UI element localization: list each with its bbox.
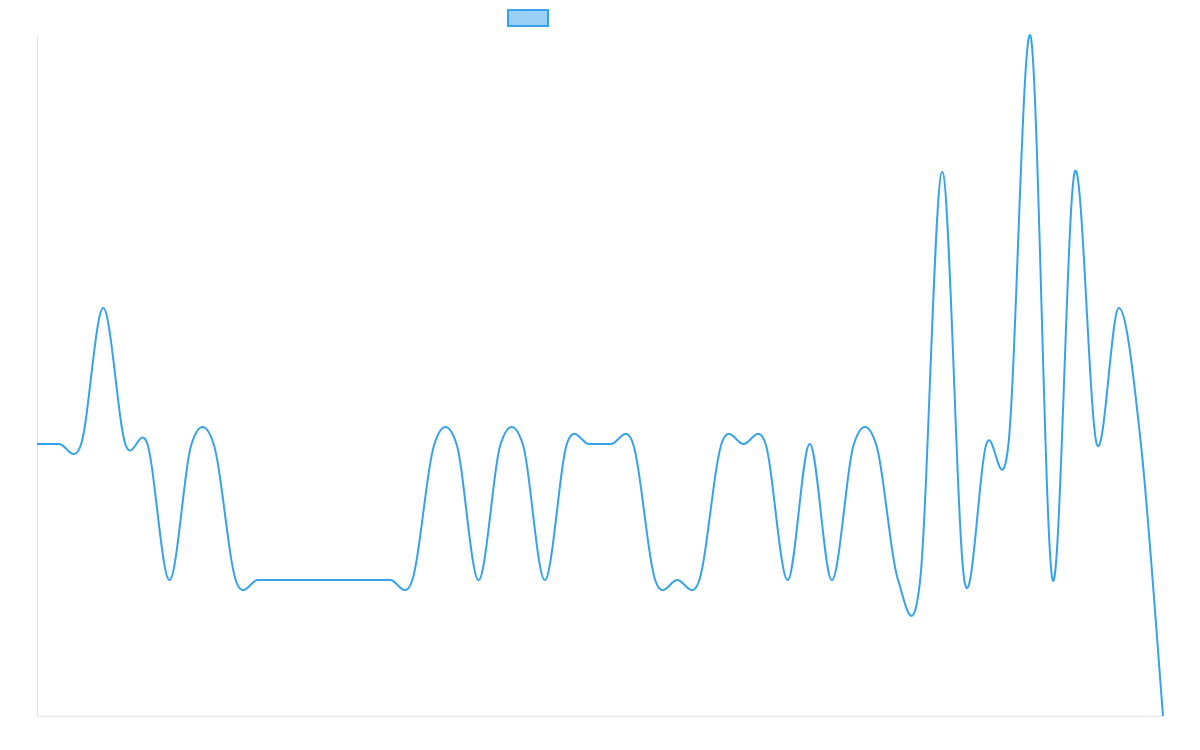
data-point-2[interactable]: [78, 441, 84, 447]
data-point-38[interactable]: [873, 441, 879, 447]
plot-area: [34, 33, 1166, 719]
data-point-24[interactable]: [564, 441, 570, 447]
data-point-44[interactable]: [1005, 441, 1011, 447]
series-line-0: [37, 34, 1164, 717]
data-point-6[interactable]: [166, 577, 172, 583]
data-point-50[interactable]: [1138, 441, 1144, 447]
data-point-37[interactable]: [851, 441, 857, 447]
data-point-11[interactable]: [277, 577, 283, 583]
data-point-23[interactable]: [542, 577, 548, 583]
data-point-14[interactable]: [343, 577, 349, 583]
legend: [507, 9, 549, 27]
data-point-4[interactable]: [122, 441, 128, 447]
data-point-39[interactable]: [895, 577, 901, 583]
data-point-18[interactable]: [431, 441, 437, 447]
data-point-35[interactable]: [807, 441, 813, 447]
data-point-49[interactable]: [1116, 305, 1122, 311]
data-point-30[interactable]: [696, 577, 702, 583]
data-point-25[interactable]: [586, 441, 592, 447]
data-point-17[interactable]: [409, 577, 415, 583]
data-point-34[interactable]: [785, 577, 791, 583]
data-point-8[interactable]: [211, 441, 217, 447]
data-point-22[interactable]: [520, 441, 526, 447]
data-point-0[interactable]: [34, 441, 40, 447]
data-point-28[interactable]: [652, 577, 658, 583]
data-point-36[interactable]: [829, 577, 835, 583]
data-point-15[interactable]: [365, 577, 371, 583]
data-point-41[interactable]: [939, 169, 945, 175]
data-point-7[interactable]: [189, 441, 195, 447]
data-point-32[interactable]: [741, 441, 747, 447]
data-point-10[interactable]: [255, 577, 261, 583]
data-point-31[interactable]: [718, 441, 724, 447]
data-point-43[interactable]: [983, 441, 989, 447]
data-point-12[interactable]: [299, 577, 305, 583]
legend-swatch[interactable]: [507, 9, 549, 27]
data-point-33[interactable]: [763, 441, 769, 447]
data-point-16[interactable]: [387, 577, 393, 583]
data-point-48[interactable]: [1094, 441, 1100, 447]
data-point-20[interactable]: [476, 577, 482, 583]
data-point-46[interactable]: [1050, 577, 1056, 583]
data-point-26[interactable]: [608, 441, 614, 447]
data-point-21[interactable]: [498, 441, 504, 447]
data-point-42[interactable]: [961, 577, 967, 583]
data-point-3[interactable]: [100, 305, 106, 311]
data-point-27[interactable]: [630, 441, 636, 447]
data-point-29[interactable]: [674, 577, 680, 583]
data-point-9[interactable]: [233, 577, 239, 583]
series-group: [34, 33, 1166, 719]
data-point-5[interactable]: [144, 441, 150, 447]
data-point-40[interactable]: [917, 577, 923, 583]
data-point-19[interactable]: [453, 441, 459, 447]
data-point-1[interactable]: [56, 441, 62, 447]
data-point-13[interactable]: [321, 577, 327, 583]
data-point-51[interactable]: [1160, 713, 1166, 719]
data-point-45[interactable]: [1028, 33, 1034, 39]
data-point-47[interactable]: [1072, 169, 1078, 175]
